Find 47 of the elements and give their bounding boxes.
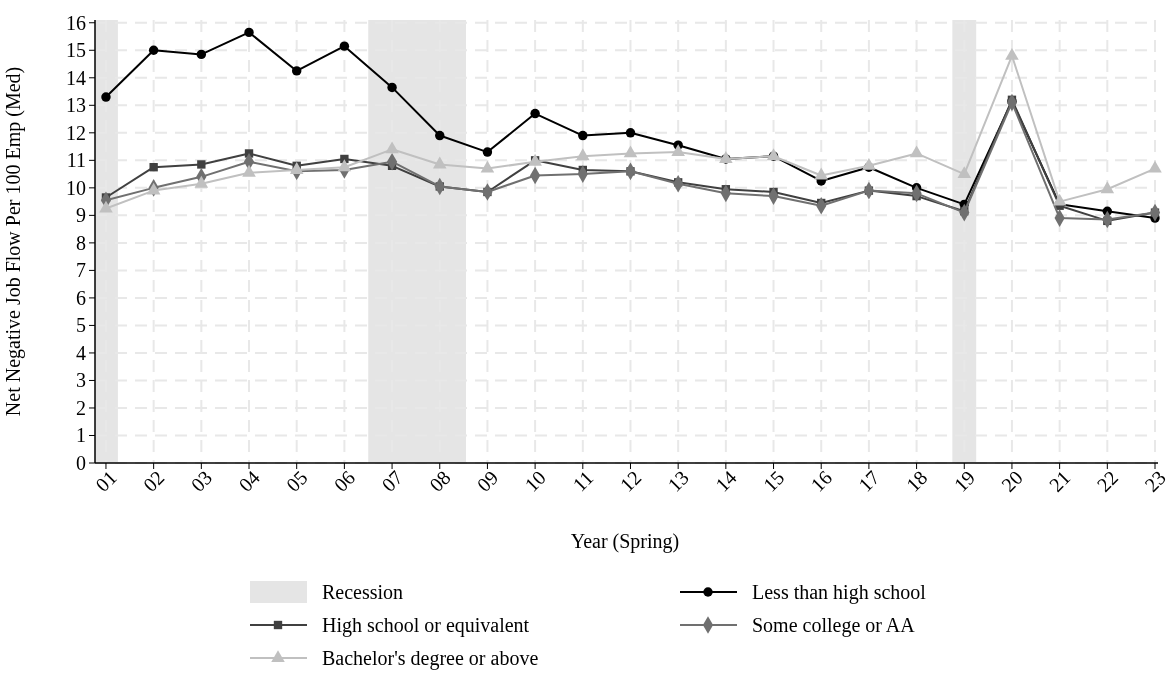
- y-tick-label: 13: [66, 94, 86, 117]
- y-tick-label: 7: [76, 259, 86, 282]
- legend-label: Bachelor's degree or above: [322, 647, 539, 670]
- x-tick-label: 10: [520, 466, 550, 496]
- y-tick-label: 14: [66, 66, 86, 89]
- y-axis-title: Net Negative Job Flow Per 100 Emp (Med): [2, 66, 25, 417]
- x-tick-label: 11: [568, 466, 598, 496]
- y-tick-label: 16: [66, 11, 86, 34]
- y-tick-label: 8: [76, 231, 86, 254]
- y-tick-label: 0: [76, 452, 86, 474]
- x-tick-label: 03: [186, 466, 217, 496]
- x-tick-label: 09: [472, 466, 503, 496]
- legend-label: Less than high school: [752, 581, 927, 604]
- y-tick-label: 5: [76, 314, 86, 337]
- y-tick-label: 4: [76, 341, 86, 364]
- y-tick-label: 12: [66, 121, 86, 144]
- y-tick-label: 9: [76, 204, 86, 227]
- y-tick-label: 3: [76, 369, 86, 392]
- x-tick-label: 21: [1044, 466, 1075, 496]
- x-tick-label: 04: [234, 466, 264, 496]
- y-tick-label: 6: [76, 286, 86, 309]
- x-tick-label: 23: [1140, 466, 1170, 496]
- x-tick-label: 12: [615, 466, 646, 496]
- x-tick-label: 08: [424, 466, 455, 496]
- legend-label: Some college or AA: [752, 614, 916, 637]
- x-tick-label: 22: [1092, 466, 1123, 496]
- x-tick-label: 06: [329, 466, 360, 496]
- x-tick-label: 19: [949, 466, 980, 496]
- x-tick-label: 07: [377, 466, 407, 496]
- x-tick-label: 20: [997, 466, 1027, 496]
- y-tick-label: 1: [76, 424, 86, 447]
- y-tick-label: 10: [66, 176, 86, 199]
- x-tick-label: 05: [281, 466, 312, 496]
- legend-label: High school or equivalent: [322, 614, 530, 637]
- x-tick-label: 14: [711, 466, 741, 496]
- y-tick-label: 2: [76, 396, 86, 419]
- x-tick-label: 15: [758, 466, 789, 496]
- x-tick-label: 17: [854, 466, 884, 496]
- x-tick-label: 16: [806, 466, 837, 496]
- legend-label: Recession: [322, 581, 404, 603]
- x-tick-label: 18: [901, 466, 932, 496]
- y-tick-label: 11: [66, 149, 86, 172]
- x-tick-label: 02: [138, 466, 169, 496]
- y-tick-label: 15: [66, 39, 86, 62]
- x-axis-title: Year (Spring): [570, 530, 680, 553]
- x-tick-label: 01: [91, 466, 121, 496]
- x-tick-label: 13: [663, 466, 694, 496]
